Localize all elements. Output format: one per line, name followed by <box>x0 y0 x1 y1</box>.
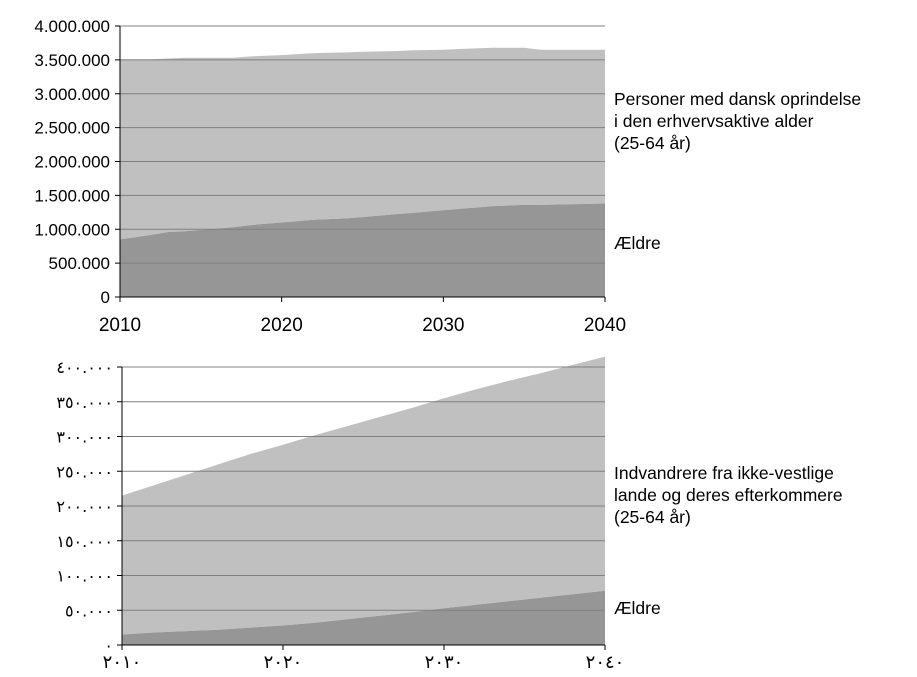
bottom-chart: ٠ ٥٠.٠٠٠ ١٠٠.٠٠٠ ١٥٠.٠٠٠ ٢٠٠.٠٠٠ ٢٥٠.٠٠٠ ٣٠٠.٠… <box>56 356 625 673</box>
bottom-y-tick-label: ١٠٠.٠٠٠ <box>56 567 113 586</box>
top-x-tick-label: 2030 <box>422 315 464 336</box>
bottom-upper-series-label: Indvandrere fra ikke-vestlige lande og d… <box>614 463 843 527</box>
top-y-tick-label: 1.000.000 <box>34 220 110 239</box>
top-y-tick-label: 3.500.000 <box>34 51 110 70</box>
bottom-area-series-aeldre <box>122 590 605 645</box>
top-y-tick-label: 500.000 <box>49 254 110 273</box>
top-y-tick-label: 2.000.000 <box>34 153 110 172</box>
bottom-x-tick-label: ٢٠٢٠ <box>264 652 303 673</box>
bottom-x-tick-label: ٢٠٤٠ <box>586 652 625 673</box>
top-y-tick-label: 3.000.000 <box>34 85 110 104</box>
bottom-y-tick-label: ١٥٠.٠٠٠ <box>56 532 113 551</box>
top-upper-series-label: Personer med dansk oprindelse i den erhv… <box>614 89 862 153</box>
top-y-tick-label: 2.500.000 <box>34 119 110 138</box>
top-y-tick-label: 1.500.000 <box>34 186 110 205</box>
top-y-tick-label: 4.000.000 <box>34 17 110 36</box>
top-x-tick-label: 2020 <box>261 315 303 336</box>
top-area-series-working-age <box>120 47 605 240</box>
bottom-area-series-working-age <box>122 356 605 635</box>
top-lower-series-label: Ældre <box>614 233 661 253</box>
bottom-y-tick-label: ٢٥٠.٠٠٠ <box>56 462 113 481</box>
bottom-y-tick-label: ٠ <box>104 636 113 655</box>
top-area-series-aeldre <box>120 203 605 297</box>
bottom-lower-series-label: Ældre <box>614 598 661 618</box>
bottom-y-tick-label: ٤٠٠.٠٠٠ <box>56 358 113 377</box>
top-y-tick-label: 0 <box>101 288 110 307</box>
bottom-y-tick-label: ٣٠٠.٠٠٠ <box>56 428 113 447</box>
bottom-y-tick-label: ٥٠.٠٠٠ <box>65 601 113 620</box>
bottom-y-tick-label: ٣٥٠.٠٠٠ <box>56 393 113 412</box>
bottom-y-tick-label: ٢٠٠.٠٠٠ <box>56 497 113 516</box>
top-x-tick-label: 2010 <box>99 315 141 336</box>
bottom-x-tick-label: ٢٠٣٠ <box>425 652 464 673</box>
top-x-tick-label: 2040 <box>584 315 626 336</box>
top-chart: 0 500.000 1.000.000 1.500.000 2.000.000 2.500… <box>34 17 626 336</box>
bottom-x-tick-label: ٢٠١٠ <box>103 652 142 673</box>
